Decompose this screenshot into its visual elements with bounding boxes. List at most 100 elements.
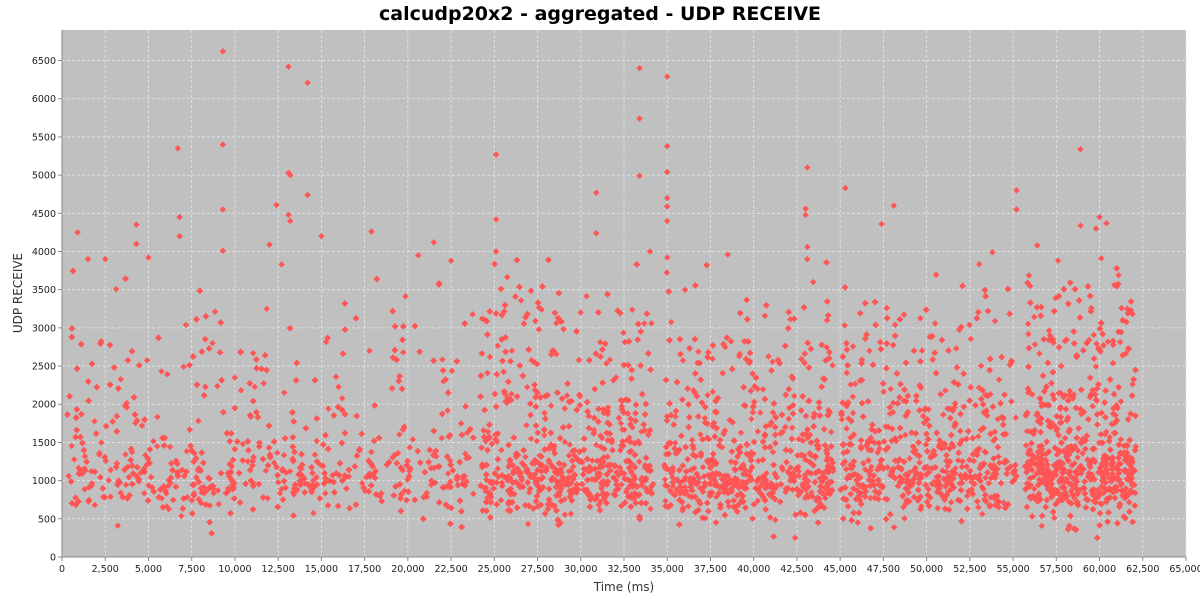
data-point [709, 355, 716, 363]
data-point [494, 342, 501, 350]
data-point [547, 402, 555, 409]
data-point [899, 475, 906, 483]
data-point [322, 490, 329, 497]
data-point [672, 439, 679, 447]
data-point [541, 409, 548, 417]
data-point [991, 317, 999, 325]
data-point [672, 413, 679, 420]
data-point [402, 293, 409, 300]
data-point [722, 343, 729, 351]
data-point [65, 472, 72, 480]
data-point [802, 211, 809, 219]
data-point [270, 459, 278, 466]
data-point [448, 367, 456, 375]
data-point [138, 422, 146, 429]
data-point [91, 418, 98, 425]
data-point [239, 440, 247, 448]
data-point [74, 229, 81, 236]
data-point [1096, 213, 1103, 221]
data-point [887, 385, 894, 393]
data-point [1034, 242, 1041, 249]
data-point [311, 451, 319, 458]
data-point [313, 474, 320, 481]
data-point [685, 503, 692, 510]
data-point [679, 357, 687, 364]
data-point [892, 321, 899, 329]
data-point [310, 509, 317, 517]
data-point [567, 467, 575, 474]
data-point [788, 424, 796, 431]
data-point [457, 420, 465, 427]
data-point [901, 515, 908, 522]
data-point [96, 451, 103, 458]
data-point [535, 304, 543, 311]
data-point [105, 477, 112, 484]
data-point [214, 487, 222, 494]
data-point [178, 512, 185, 520]
data-point [982, 474, 989, 482]
data-point [897, 433, 904, 441]
data-point [589, 457, 596, 464]
data-point [661, 476, 669, 483]
data-point [1067, 472, 1074, 480]
data-point [263, 305, 270, 313]
data-point [313, 437, 320, 445]
data-point [251, 383, 258, 391]
data-point [368, 448, 375, 456]
data-point [970, 457, 978, 465]
data-point [102, 457, 110, 465]
data-point [978, 483, 986, 491]
data-point [553, 320, 560, 327]
data-point [492, 216, 500, 223]
data-point [469, 311, 476, 318]
data-point [264, 494, 271, 502]
data-point [446, 457, 454, 464]
data-point [958, 463, 966, 471]
data-point [664, 142, 671, 150]
data-point [304, 191, 311, 199]
data-point [325, 405, 332, 412]
data-point [944, 480, 952, 487]
data-point [535, 326, 543, 333]
data-point [606, 356, 614, 364]
data-point [851, 380, 859, 388]
data-point [1124, 310, 1132, 317]
data-point [145, 482, 152, 489]
data-point [1103, 428, 1110, 436]
data-point [249, 349, 257, 357]
data-point [743, 450, 750, 458]
data-point [533, 437, 541, 445]
data-point [1115, 459, 1123, 467]
data-point [823, 344, 830, 351]
data-point [810, 278, 817, 286]
data-point [935, 478, 942, 485]
data-point [273, 201, 280, 209]
data-point [1031, 341, 1039, 348]
data-point [219, 247, 227, 254]
data-point [153, 443, 161, 450]
data-point [508, 390, 515, 398]
data-point [902, 500, 910, 507]
data-point [669, 464, 677, 471]
data-point [629, 424, 636, 431]
data-point [1023, 469, 1030, 476]
data-point [1116, 338, 1124, 346]
data-point [618, 481, 625, 488]
data-point [925, 406, 932, 413]
data-point [891, 435, 899, 442]
data-point [725, 503, 732, 510]
data-point [211, 308, 219, 315]
data-point [561, 511, 569, 518]
data-point [629, 306, 636, 314]
data-point [123, 399, 131, 407]
data-point [906, 455, 913, 462]
data-point [532, 317, 539, 325]
data-point [1062, 405, 1070, 413]
data-point [829, 362, 836, 369]
data-point [145, 254, 152, 261]
data-point [332, 373, 340, 380]
data-point [977, 362, 985, 370]
data-point [636, 115, 643, 122]
data-point [304, 79, 311, 86]
data-point [214, 382, 221, 390]
